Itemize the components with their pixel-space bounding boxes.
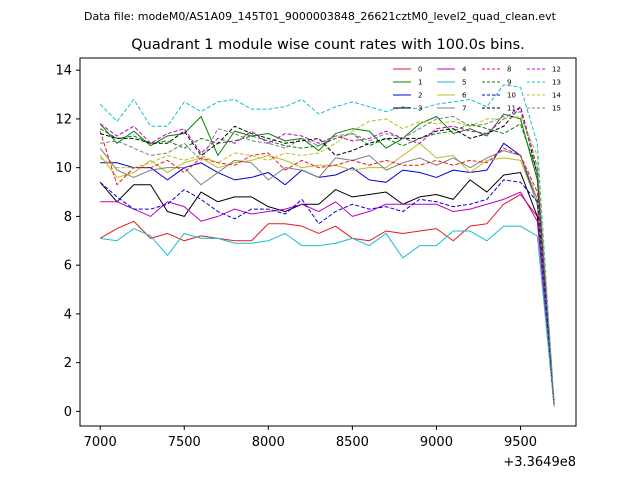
- series-lines: [99, 84, 555, 407]
- legend-label-12: 12: [552, 66, 561, 74]
- chart-title: Quadrant 1 module wise count rates with …: [131, 37, 525, 53]
- legend-label-2: 2: [418, 92, 422, 100]
- legend-label-13: 13: [552, 79, 561, 87]
- legend-label-9: 9: [507, 79, 511, 87]
- legend-label-14: 14: [552, 92, 561, 100]
- y-tick-label: 0: [64, 405, 72, 420]
- series-line-11: [100, 106, 555, 405]
- y-tick-label: 14: [55, 64, 72, 79]
- series-line-12: [99, 106, 555, 405]
- axes-frame: [79, 57, 577, 427]
- y-tick-label: 6: [64, 259, 72, 274]
- x-tick-label: 9500: [504, 435, 537, 450]
- legend-label-1: 1: [418, 79, 422, 87]
- y-tick-label: 2: [64, 356, 72, 371]
- legend-label-5: 5: [462, 79, 466, 87]
- series-line-0: [99, 193, 555, 407]
- series-line-10: [99, 179, 555, 405]
- legend-label-11: 11: [507, 105, 516, 113]
- series-line-7: [99, 147, 555, 405]
- series-line-2: [100, 142, 555, 407]
- series-line-15: [100, 111, 555, 405]
- series-line-5: [100, 225, 555, 407]
- x-tick-label: 8000: [252, 435, 285, 450]
- series-line-4: [100, 191, 555, 407]
- legend-label-0: 0: [418, 66, 422, 74]
- x-offset-label: +3.3649e8: [503, 455, 576, 470]
- legend-label-15: 15: [552, 105, 561, 113]
- x-tick-label: 9000: [420, 435, 453, 450]
- series-line-9: [99, 123, 555, 405]
- y-tick-label: 10: [55, 161, 72, 176]
- figure-suptitle: Data file: modeM0/AS1A09_145T01_90000038…: [84, 10, 557, 23]
- x-axis: 7000 7500 8000 8500 9000 9500: [84, 426, 537, 450]
- y-tick-label: 8: [64, 210, 72, 225]
- x-tick-label: 7500: [168, 435, 201, 450]
- series-line-3: [99, 172, 555, 407]
- y-tick-label: 12: [55, 112, 72, 127]
- series-line-14: [99, 115, 555, 405]
- y-axis: 0 2 4 6 8 10 12 14: [55, 64, 80, 420]
- legend-label-7: 7: [462, 105, 466, 113]
- x-tick-label: 7000: [84, 435, 117, 450]
- legend-label-8: 8: [507, 66, 511, 74]
- y-tick-label: 4: [64, 307, 72, 322]
- series-line-13: [99, 84, 555, 405]
- x-tick-label: 8500: [336, 435, 369, 450]
- legend-label-4: 4: [462, 66, 467, 74]
- legend-label-3: 3: [418, 105, 422, 113]
- legend-label-6: 6: [462, 92, 467, 100]
- legend-label-10: 10: [507, 92, 516, 100]
